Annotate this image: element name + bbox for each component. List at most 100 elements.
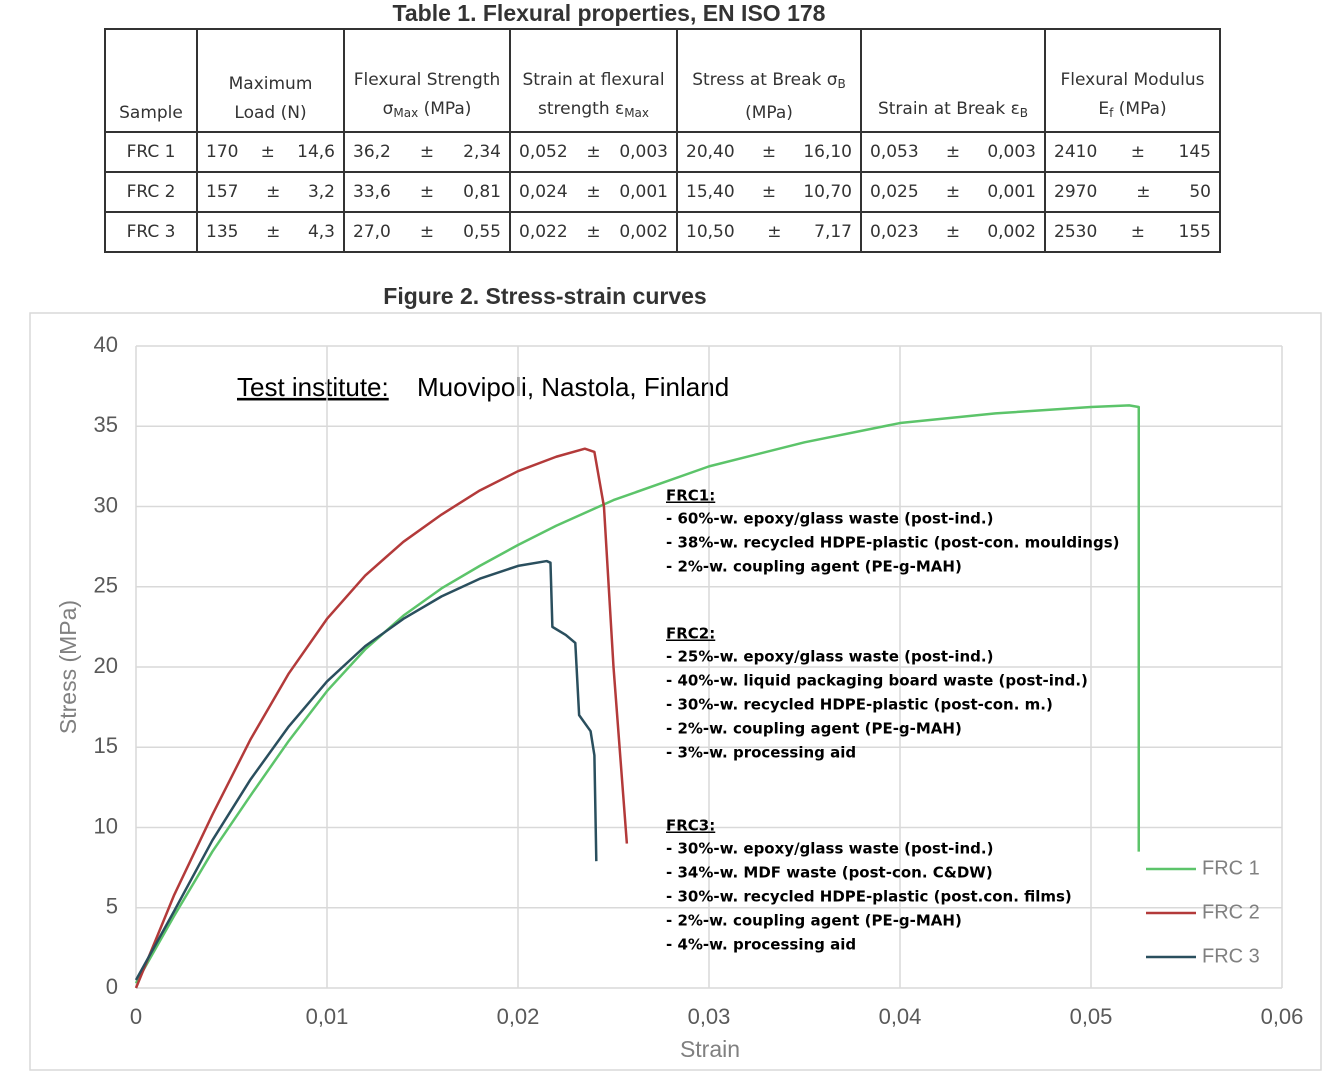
mean: 2530: [1054, 222, 1098, 242]
chart-frame: [29, 312, 1322, 1071]
sample-cell: FRC 1: [104, 131, 198, 173]
mean: 135: [206, 222, 239, 242]
plus-minus: ±: [266, 182, 281, 202]
header-cell: Flexural Strength σMax (MPa): [343, 28, 511, 133]
test-institute: Muovipoli, Nastola, Finland: [417, 372, 729, 402]
value-cell: 33,6 ±0,81: [343, 171, 511, 213]
value-group: 0,052 ±0,003: [519, 142, 668, 162]
mean: 33,6: [353, 182, 391, 202]
y-tick-label: 10: [94, 813, 118, 838]
deviation: 14,6: [297, 142, 335, 162]
table-title: Table 1. Flexural properties, EN ISO 178: [392, 0, 826, 26]
plus-minus: ±: [945, 142, 961, 162]
mean: 36,2: [353, 142, 391, 162]
series-line: [134, 447, 629, 989]
value-cell: 2530 ±155: [1044, 211, 1221, 253]
header-cell: Strain at Break εB: [860, 28, 1046, 133]
header-cell: Stress at Break σB (MPa): [676, 28, 862, 133]
value-cell: 2410 ±145: [1044, 131, 1221, 173]
annotation-line: - 30%-w. recycled HDPE-plastic (post-con…: [666, 696, 1053, 714]
x-tick-label: 0,02: [497, 1004, 540, 1029]
plus-minus: ±: [586, 142, 601, 162]
mean: 170: [206, 142, 239, 162]
value-group: 15,40 ±10,70: [686, 182, 852, 202]
value-cell: 20,40 ±16,10: [676, 131, 862, 173]
x-tick-label: 0: [130, 1004, 142, 1029]
x-tick-label: 0,05: [1070, 1004, 1113, 1029]
header-subscript: Max: [624, 106, 649, 120]
annotation-line: - 40%-w. liquid packaging board waste (p…: [666, 672, 1088, 690]
annotation-title: FRC1:: [666, 487, 715, 505]
table: Sample Maximum Load (N) Flexural Strength …: [104, 28, 1221, 253]
annotation-line: - 2%-w. coupling agent (PE-g-MAH): [666, 720, 962, 738]
deviation: 0,002: [619, 222, 668, 242]
value-cell: 157 ±3,2: [196, 171, 345, 213]
plus-minus: ±: [1130, 222, 1146, 242]
value-group: 20,40 ±16,10: [686, 142, 852, 162]
y-tick-label: 15: [94, 733, 118, 758]
value-cell: 170 ±14,6: [196, 131, 345, 173]
value-cell: 10,50 ±7,17: [676, 211, 862, 253]
annotation-line: - 60%-w. epoxy/glass waste (post-ind.): [666, 510, 993, 528]
value-cell: 27,0 ±0,55: [343, 211, 511, 253]
annotation-line: - 2%-w. coupling agent (PE-g-MAH): [666, 912, 962, 930]
value-group: 0,024 ±0,001: [519, 182, 668, 202]
x-tick-label: 0,06: [1261, 1004, 1304, 1029]
plus-minus: ±: [419, 222, 435, 242]
legend-label: FRC 2: [1202, 901, 1260, 923]
value-group: 170 ±14,6: [206, 142, 335, 162]
value-cell: 0,024 ±0,001: [509, 171, 678, 213]
deviation: 0,81: [463, 182, 501, 202]
mean: 15,40: [686, 182, 735, 202]
deviation: 155: [1178, 222, 1211, 242]
mean: 20,40: [686, 142, 735, 162]
value-group: 36,2 ±2,34: [353, 142, 501, 162]
value-group: 27,0 ±0,55: [353, 222, 501, 242]
mean: 0,052: [519, 142, 568, 162]
annotation-line: - 3%-w. processing aid: [666, 744, 856, 762]
table-row: FRC 3 135 ±4,3 27,0 ±0,55 0,022 ±0,002 10,50 ±7,…: [104, 211, 1221, 253]
mean: 2410: [1054, 142, 1098, 162]
annotation-line: - 30%-w. epoxy/glass waste (post-ind.): [666, 840, 993, 858]
header-unit: (MPa): [1118, 99, 1167, 119]
value-group: 0,022 ±0,002: [519, 222, 668, 242]
annotation-line: - 34%-w. MDF waste (post-con. C&DW): [666, 864, 993, 882]
deviation: 7,17: [814, 222, 852, 242]
value-group: 0,023 ±0,002: [870, 222, 1036, 242]
annotation-line: - 2%-w. coupling agent (PE-g-MAH): [666, 558, 962, 576]
deviation: 0,001: [619, 182, 668, 202]
mean: 0,053: [870, 142, 919, 162]
plus-minus: ±: [419, 142, 435, 162]
header-cell: Flexural Modulus Ef (MPa): [1044, 28, 1221, 133]
deviation: 0,003: [619, 142, 668, 162]
header-cell: Maximum Load (N): [196, 28, 345, 133]
mean: 10,50: [686, 222, 735, 242]
plus-minus: ±: [1136, 182, 1151, 202]
deviation: 145: [1178, 142, 1211, 162]
mean: 2970: [1054, 182, 1098, 202]
x-tick-label: 0,01: [306, 1004, 349, 1029]
header-text: Strain at flexural strength ε: [522, 70, 665, 119]
value-cell: 0,022 ±0,002: [509, 211, 678, 253]
header-text: Flexural Modulus E: [1060, 70, 1205, 119]
mean: 0,024: [519, 182, 568, 202]
sample-cell: FRC 2: [104, 171, 198, 213]
value-cell: 15,40 ±10,70: [676, 171, 862, 213]
header-subscript: B: [837, 77, 846, 91]
value-cell: 0,053 ±0,003: [860, 131, 1046, 173]
x-tick-label: 0,04: [879, 1004, 922, 1029]
deviation: 4,3: [307, 222, 335, 242]
y-axis-label: Stress (MPa): [55, 600, 81, 734]
mean: 0,022: [519, 222, 568, 242]
y-tick-label: 0: [106, 974, 118, 999]
annotation-line: - 30%-w. recycled HDPE-plastic (post.con…: [666, 888, 1072, 906]
header-text: Flexural Strength σ: [353, 70, 501, 119]
plus-minus: ±: [1130, 142, 1146, 162]
deviation: 0,003: [987, 142, 1036, 162]
plus-minus: ±: [761, 182, 777, 202]
value-group: 2530 ±155: [1054, 222, 1211, 242]
series-line: [134, 404, 1140, 984]
deviation: 0,55: [463, 222, 501, 242]
deviation: 10,70: [803, 182, 852, 202]
